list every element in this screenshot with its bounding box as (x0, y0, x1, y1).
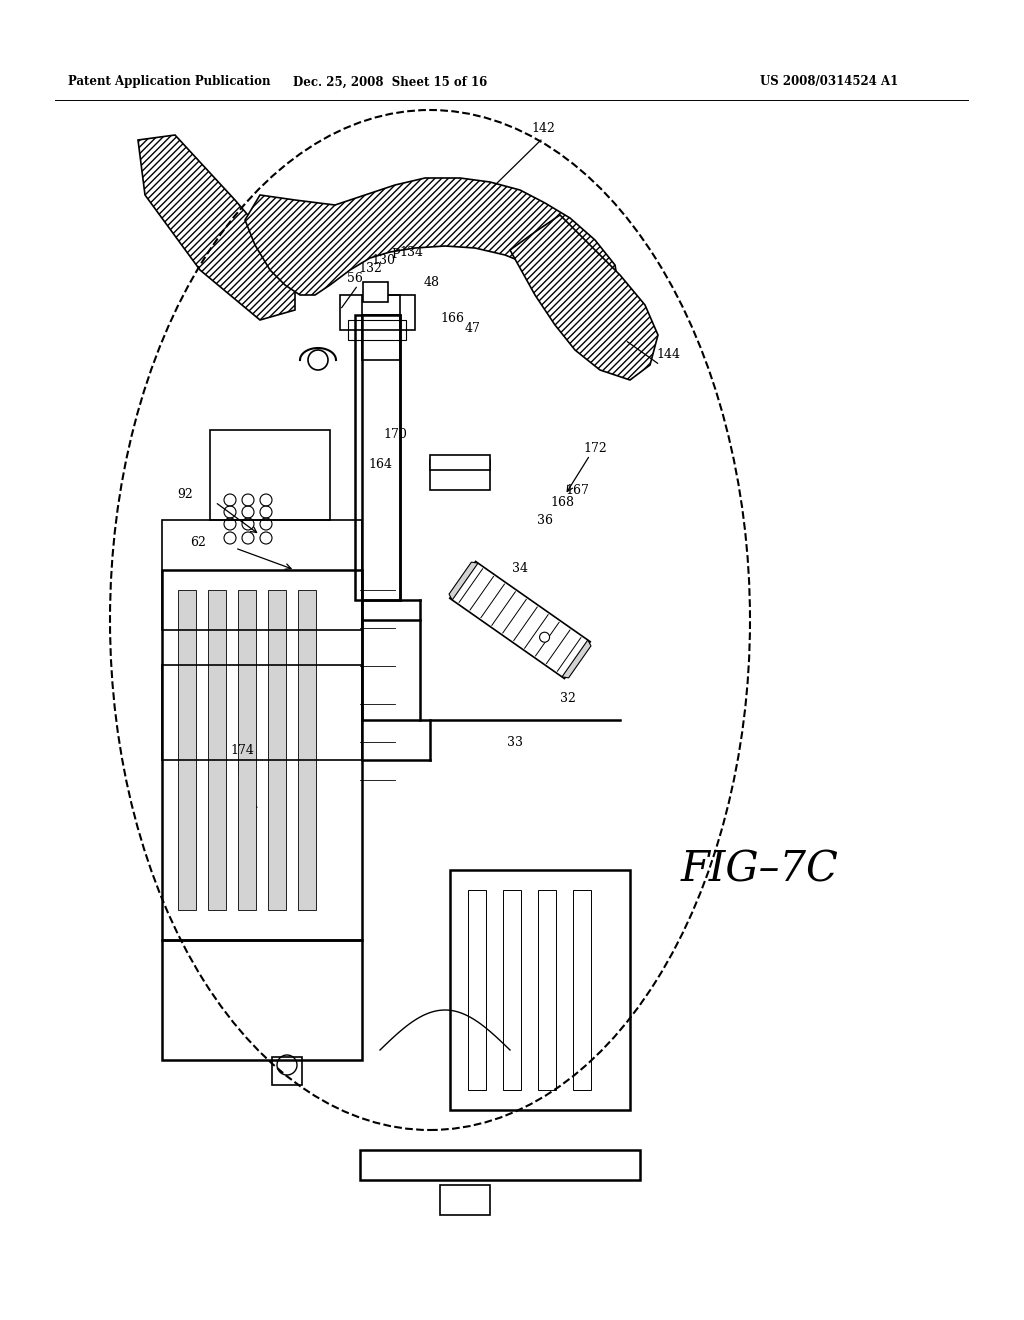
Bar (210, 430, 330, 520)
Polygon shape (245, 178, 620, 325)
Text: 164: 164 (368, 458, 392, 471)
Bar (162, 570, 362, 940)
Polygon shape (510, 215, 658, 380)
Text: 92: 92 (177, 488, 193, 502)
Circle shape (540, 632, 550, 643)
Circle shape (308, 350, 328, 370)
Bar (208, 590, 226, 909)
Bar (298, 590, 316, 909)
Text: Dec. 25, 2008  Sheet 15 of 16: Dec. 25, 2008 Sheet 15 of 16 (293, 75, 487, 88)
Text: 168: 168 (550, 496, 574, 510)
Bar (450, 870, 630, 1110)
Text: 130: 130 (371, 253, 395, 267)
Text: P: P (392, 248, 400, 261)
Text: 167: 167 (565, 483, 589, 496)
Polygon shape (138, 135, 295, 319)
Text: 32: 32 (560, 692, 575, 705)
Bar (162, 520, 362, 630)
Text: 144: 144 (656, 348, 680, 362)
Text: 47: 47 (465, 322, 481, 334)
Polygon shape (562, 640, 591, 678)
Text: 36: 36 (537, 513, 553, 527)
Bar (362, 315, 400, 360)
Bar (362, 294, 400, 315)
Bar (362, 282, 388, 302)
Bar (503, 890, 521, 1090)
Text: 174: 174 (230, 743, 254, 756)
Bar (538, 890, 556, 1090)
Text: 166: 166 (440, 312, 464, 325)
Bar (360, 1150, 640, 1180)
Text: Patent Application Publication: Patent Application Publication (68, 75, 270, 88)
Polygon shape (450, 561, 590, 678)
Bar (355, 315, 400, 601)
Text: 142: 142 (531, 121, 555, 135)
Text: 132: 132 (358, 261, 382, 275)
Bar (178, 590, 196, 909)
Text: 62: 62 (190, 536, 206, 549)
Bar (440, 1185, 490, 1214)
Text: 48: 48 (424, 276, 440, 289)
Text: 134: 134 (399, 246, 423, 259)
Bar (348, 319, 406, 341)
Text: 56: 56 (347, 272, 362, 285)
Bar (573, 890, 591, 1090)
Bar (162, 665, 362, 760)
Polygon shape (449, 562, 478, 601)
Bar (268, 590, 286, 909)
Bar (238, 590, 256, 909)
Text: 33: 33 (507, 735, 523, 748)
Text: 34: 34 (512, 561, 528, 574)
Bar (272, 1057, 302, 1085)
Bar (430, 455, 490, 470)
Text: FIG–7C: FIG–7C (681, 849, 839, 891)
Text: 172: 172 (583, 441, 607, 454)
Bar (430, 459, 490, 490)
Bar (340, 294, 415, 330)
Text: 170: 170 (383, 429, 407, 441)
Bar (468, 890, 486, 1090)
Bar (162, 940, 362, 1060)
Text: US 2008/0314524 A1: US 2008/0314524 A1 (760, 75, 898, 88)
